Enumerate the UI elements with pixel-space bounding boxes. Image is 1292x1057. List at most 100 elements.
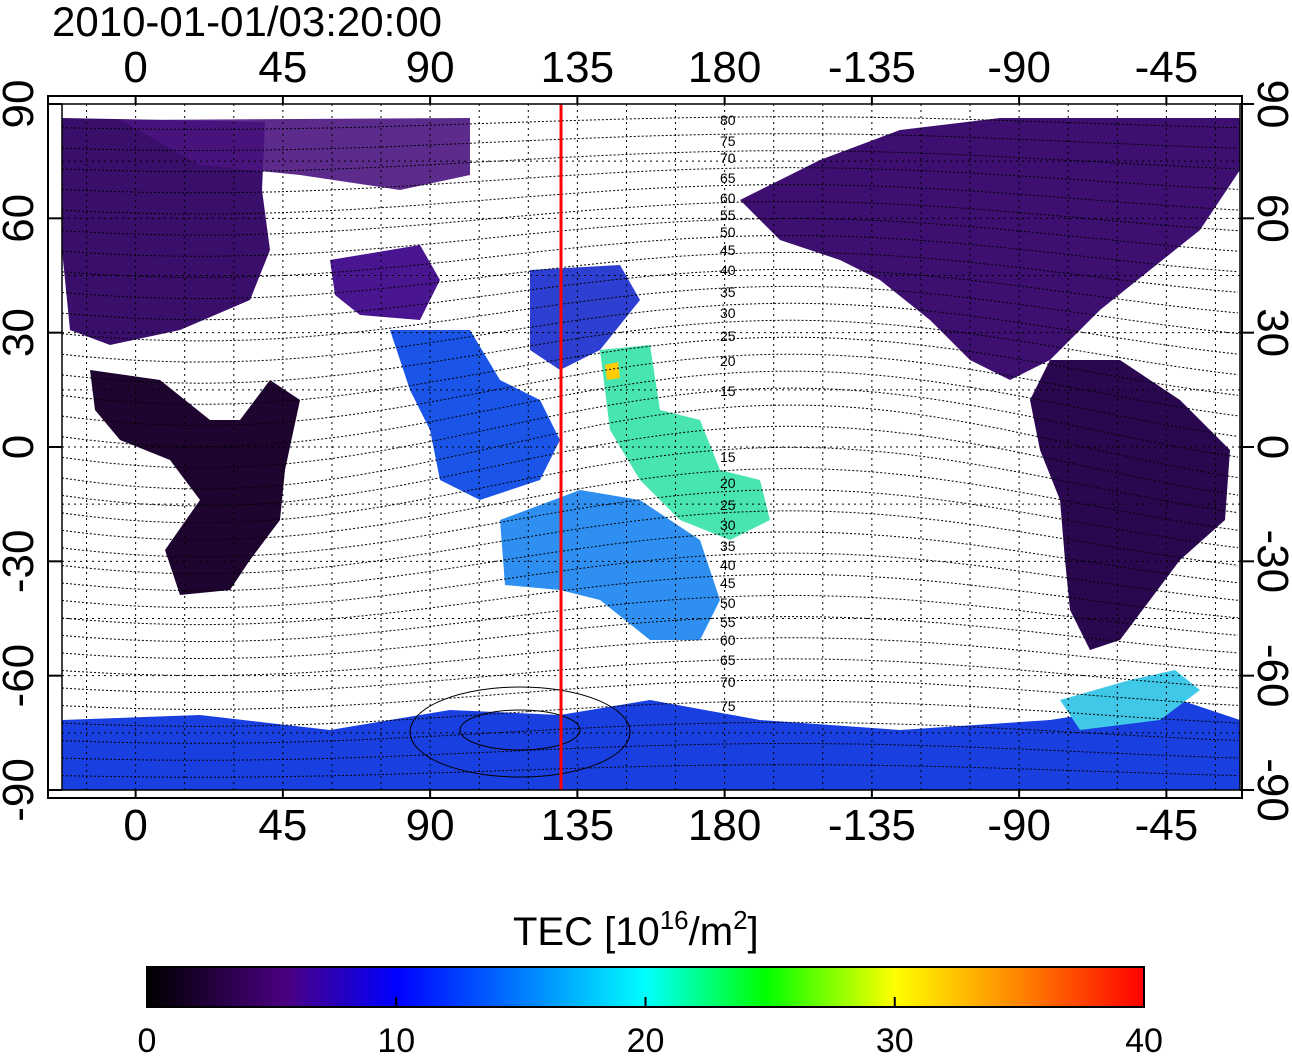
colorbar-title: TEC [1016/m2] [513, 905, 759, 954]
colorbar-title-exp2: 2 [733, 905, 747, 935]
right-lat-label: 30 [1248, 308, 1292, 357]
contour-label: 25 [720, 497, 736, 513]
top-lon-label: -90 [987, 43, 1051, 92]
contour-label: 75 [720, 698, 736, 714]
contour-label: 40 [720, 262, 736, 278]
magnetic-latitude-contour [61, 616, 1239, 659]
top-lon-label: 135 [541, 43, 614, 92]
tec-region-pacific-peak [605, 362, 620, 380]
colorbar-tick-label: 30 [876, 1022, 914, 1057]
magnetic-latitude-contour [61, 116, 1239, 130]
contour-label: 15 [720, 383, 736, 399]
magnetic-latitude-contour [61, 467, 1239, 541]
tec-region-siberia [120, 118, 470, 190]
contour-label: 70 [720, 150, 736, 166]
right-lat-label: -90 [1248, 758, 1292, 822]
bottom-lon-label: -45 [1135, 801, 1199, 850]
top-lon-label: -135 [828, 43, 916, 92]
tec-region-south-america [1030, 360, 1230, 650]
magnetic-latitude-contour [61, 285, 1239, 342]
tec-region-southeast-asia [390, 330, 560, 500]
contour-label: 20 [720, 353, 736, 369]
left-lat-label: -90 [0, 758, 43, 822]
top-lon-label: -45 [1135, 43, 1199, 92]
bottom-lon-label: 0 [123, 801, 147, 850]
colorbar-title-mid: /m [689, 910, 733, 954]
top-lon-label: 45 [258, 43, 307, 92]
tec-region-europe [62, 118, 270, 345]
map-title: 2010-01-01/03:20:00 [52, 0, 442, 45]
bottom-lon-label: 180 [688, 801, 761, 850]
magnetic-latitude-contour [61, 446, 1239, 524]
right-lat-label: 0 [1248, 435, 1292, 459]
magnetic-latitude-contour [61, 133, 1239, 151]
tec-data-layer [62, 118, 1240, 790]
tick-label-group: 0045459090135135180180-135-135-90-90-45-… [0, 43, 1292, 850]
magnetic-latitude-contour [61, 251, 1239, 300]
magnetic-latitude-contour [61, 150, 1239, 173]
magnetic-latitude-contour [61, 336, 1239, 405]
colorbar-ticks: 0 10 20 30 40 [138, 997, 1163, 1057]
contour-label: 50 [720, 224, 736, 240]
bottom-lon-label: -135 [828, 801, 916, 850]
contour-label: 45 [720, 575, 736, 591]
magnetic-pole-contour [459, 709, 581, 751]
tec-region-australia [500, 490, 720, 640]
right-lat-label: 60 [1248, 194, 1292, 243]
contour-label: 45 [720, 242, 736, 258]
colorbar-tick-label: 40 [1125, 1022, 1163, 1057]
top-lon-label: 0 [123, 43, 147, 92]
contour-label: 65 [720, 170, 736, 186]
right-lat-label: 90 [1248, 80, 1292, 129]
magnetic-latitude-contour [61, 743, 1239, 761]
contour-label: 40 [720, 557, 736, 573]
contour-label-group: 8075706560555045403530252015152025303540… [720, 112, 736, 714]
tec-region-central-asia [330, 245, 440, 320]
contour-label: 65 [720, 652, 736, 668]
left-lat-label: -30 [0, 530, 43, 594]
magnetic-latitude-contour [61, 302, 1239, 363]
top-lon-label: 180 [688, 43, 761, 92]
colorbar-title-prefix: TEC [10 [513, 910, 660, 954]
contour-label: 60 [720, 190, 736, 206]
magnetic-latitude-contour [61, 721, 1239, 744]
magnetic-latitude-contour [61, 764, 1239, 778]
bottom-lon-label: 90 [406, 801, 455, 850]
contour-label: 20 [720, 475, 736, 491]
contour-label: 35 [720, 538, 736, 554]
contour-label: 70 [720, 674, 736, 690]
contour-label: 50 [720, 595, 736, 611]
contour-label: 30 [720, 305, 736, 321]
magnetic-latitude-contour [61, 510, 1239, 575]
contour-label: 75 [720, 133, 736, 149]
magnetic-latitude-contour [61, 218, 1239, 257]
magnetic-latitude-contour [61, 353, 1239, 426]
magnetic-latitude-contour [61, 370, 1239, 448]
magnetic-latitude-contour [61, 425, 1239, 507]
magnetic-latitude-contour [61, 552, 1239, 609]
magnetic-latitude-contour [61, 637, 1239, 676]
tec-region-antarctic-peninsula [1060, 670, 1200, 730]
colorbar-tick-label: 0 [138, 1022, 157, 1057]
left-lat-label: 0 [0, 435, 43, 459]
tec-region-antarctica [62, 700, 1240, 790]
colorbar-title-exp1: 16 [660, 905, 689, 935]
tec-region-western-pacific [600, 345, 770, 540]
contour-label: 60 [720, 632, 736, 648]
contour-label: 15 [720, 449, 736, 465]
magnetic-latitude-contour [61, 679, 1239, 710]
bottom-lon-label: 135 [541, 801, 614, 850]
magnetic-pole-contour [409, 686, 631, 778]
bottom-lon-label: 45 [258, 801, 307, 850]
left-lat-label: -60 [0, 644, 43, 708]
magnetic-latitude-contour [61, 489, 1239, 558]
magnetic-latitude-contour [61, 167, 1239, 194]
magnetic-latitude-contour [61, 700, 1239, 727]
contour-label: 25 [720, 328, 736, 344]
magnetic-latitude-contour [61, 235, 1239, 278]
bottom-lon-label: -90 [987, 801, 1051, 850]
magnetic-latitude-contour [61, 319, 1239, 384]
right-lat-label: -60 [1248, 644, 1292, 708]
magnetic-latitude-contour [61, 404, 1239, 490]
magnetic-latitude-contour [61, 387, 1239, 469]
